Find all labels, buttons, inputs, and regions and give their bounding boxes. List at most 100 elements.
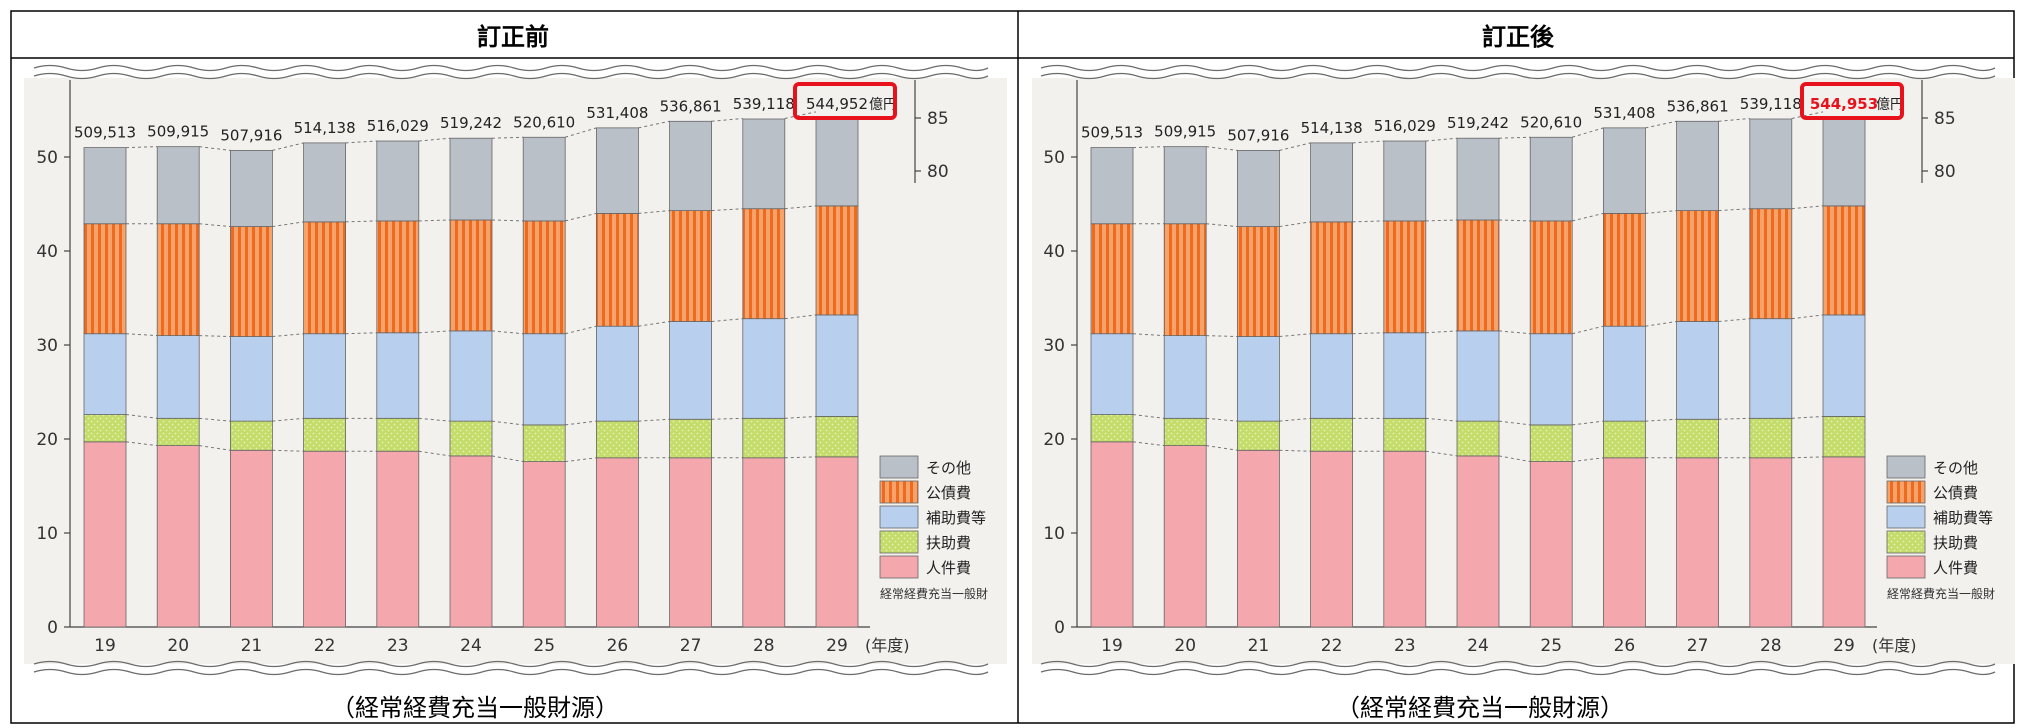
bar-series-4-19 bbox=[1090, 147, 1134, 225]
series-connector bbox=[784, 415, 817, 419]
x-tick-label-28: 28 bbox=[753, 636, 775, 656]
series-connector bbox=[1352, 140, 1384, 144]
bar-series-3-21 bbox=[1237, 226, 1280, 337]
bar-series-3-19 bbox=[1090, 223, 1134, 335]
series-connector bbox=[784, 456, 817, 459]
upper-axis-tick-label: 85 bbox=[1934, 109, 1956, 129]
bar-series-4-27 bbox=[669, 120, 712, 211]
series-connector bbox=[1132, 146, 1165, 149]
legend-swatch-1 bbox=[1886, 480, 1926, 504]
series-connector bbox=[565, 212, 597, 222]
legend-label-3: 扶助費 bbox=[926, 534, 971, 552]
legend-swatch-0 bbox=[879, 455, 919, 479]
series-connector bbox=[1206, 146, 1238, 151]
total-label-23: 516,029 bbox=[367, 117, 429, 135]
bar-series-1-27 bbox=[669, 418, 712, 459]
bar-series-0-26 bbox=[1603, 457, 1646, 628]
bar-series-1-24 bbox=[1456, 420, 1500, 457]
x-tick-label-29: 29 bbox=[1833, 636, 1855, 656]
series-connector bbox=[199, 417, 231, 422]
bar-series-2-21 bbox=[1237, 336, 1280, 422]
series-connector bbox=[199, 335, 231, 338]
series-connector bbox=[1791, 456, 1824, 459]
series-connector bbox=[418, 330, 451, 334]
bar-series-0-22 bbox=[1310, 450, 1353, 628]
series-connector bbox=[638, 418, 670, 422]
total-label-29: 544,952 bbox=[806, 95, 868, 113]
series-connector bbox=[784, 111, 817, 119]
bar-series-4-24 bbox=[449, 137, 493, 221]
x-tick-label-27: 27 bbox=[1687, 636, 1709, 656]
series-connector bbox=[1718, 318, 1750, 322]
x-tick-label-24: 24 bbox=[1467, 636, 1489, 656]
total-label-29: 544,953 bbox=[1810, 95, 1878, 113]
series-connector bbox=[272, 449, 304, 452]
series-connector bbox=[1206, 445, 1238, 451]
footer-before: （経常経費充当一般財源） bbox=[331, 694, 619, 722]
y-tick-label: 30 bbox=[36, 336, 58, 356]
bar-series-4-29 bbox=[1822, 118, 1866, 207]
bar-series-4-29 bbox=[815, 118, 859, 207]
bar-series-2-23 bbox=[1383, 332, 1427, 419]
series-connector bbox=[1425, 330, 1458, 334]
bar-series-0-27 bbox=[669, 457, 712, 628]
chart-after: 0 10 20 30 40 50 85 80 509,513 19 509,915 20 507,916… bbox=[1032, 64, 2015, 676]
bar-series-0-24 bbox=[449, 455, 493, 628]
total-label-26: 531,408 bbox=[1593, 104, 1655, 122]
bar-series-1-23 bbox=[1383, 417, 1427, 452]
bar-series-4-25 bbox=[1529, 136, 1573, 222]
bar-series-0-22 bbox=[303, 450, 347, 628]
series-connector bbox=[272, 333, 304, 338]
bar-series-3-29 bbox=[1822, 205, 1866, 316]
total-label-20: 509,915 bbox=[147, 123, 209, 141]
total-unit-label: 億円 bbox=[869, 97, 897, 113]
header-before: 訂正前 bbox=[477, 23, 549, 51]
bar-series-2-21 bbox=[229, 336, 273, 422]
y-tick-label: 40 bbox=[36, 242, 58, 262]
series-connector bbox=[1718, 208, 1750, 212]
series-connector bbox=[638, 210, 670, 214]
upper-axis-tick-label: 80 bbox=[927, 162, 949, 182]
x-tick-label-28: 28 bbox=[1760, 636, 1782, 656]
bar-series-0-23 bbox=[376, 450, 420, 628]
bar-series-1-19 bbox=[83, 414, 127, 443]
x-tick-label-21: 21 bbox=[1248, 636, 1270, 656]
y-tick-label: 10 bbox=[36, 524, 58, 544]
legend-label-3: 扶助費 bbox=[1933, 534, 1978, 552]
series-connector bbox=[491, 455, 524, 463]
bar-series-2-27 bbox=[669, 321, 712, 420]
bar-series-4-21 bbox=[1237, 150, 1280, 227]
bar-series-3-24 bbox=[449, 219, 493, 332]
series-connector bbox=[1425, 417, 1458, 422]
series-connector bbox=[1718, 417, 1750, 420]
x-tick-label-20: 20 bbox=[1174, 636, 1196, 656]
bar-series-1-26 bbox=[1603, 420, 1646, 459]
y-tick-label: 50 bbox=[1043, 148, 1065, 168]
legend-swatch-3 bbox=[879, 530, 919, 554]
bar-series-2-29 bbox=[815, 314, 859, 417]
bar-series-4-28 bbox=[742, 118, 786, 210]
x-tick-label-26: 26 bbox=[1614, 636, 1636, 656]
bar-series-3-28 bbox=[1749, 208, 1793, 320]
bar-series-3-28 bbox=[742, 208, 786, 320]
bar-series-2-25 bbox=[522, 333, 566, 426]
bar-series-4-19 bbox=[83, 147, 127, 225]
y-tick-label: 0 bbox=[1054, 618, 1065, 638]
bar-series-3-24 bbox=[1456, 219, 1500, 332]
series-connector bbox=[491, 330, 524, 335]
bar-series-0-19 bbox=[83, 441, 127, 628]
series-connector bbox=[272, 221, 304, 228]
series-connector bbox=[199, 146, 231, 151]
bar-series-4-20 bbox=[156, 146, 200, 225]
total-label-25: 520,610 bbox=[513, 113, 575, 131]
total-label-21: 507,916 bbox=[220, 126, 282, 144]
bar-series-2-28 bbox=[1749, 318, 1793, 419]
x-tick-label-19: 19 bbox=[94, 636, 116, 656]
upper-axis-tick-label: 80 bbox=[1934, 162, 1956, 182]
legend-caption: 経常経費充当一般財 bbox=[1887, 586, 1995, 601]
series-connector bbox=[711, 117, 743, 122]
legend-label-2: 補助費等 bbox=[926, 509, 986, 527]
x-tick-label-24: 24 bbox=[460, 636, 482, 656]
